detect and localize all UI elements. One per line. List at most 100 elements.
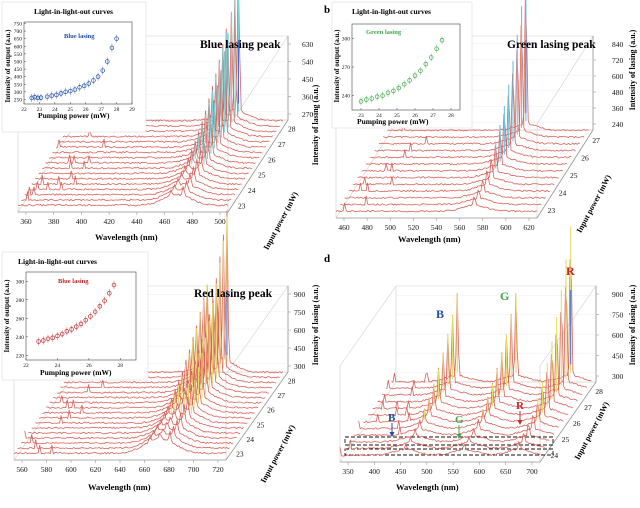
- y-tick-label: 480: [612, 88, 624, 97]
- panel-d-3d-frame: [339, 285, 597, 463]
- panel-b-inset-title: Light-in-light-out curves: [352, 7, 431, 16]
- spectrum-trace: [49, 331, 262, 404]
- panel-c-x-axis-label: Wavelength (nm): [88, 482, 151, 492]
- spectrum-trace: [348, 170, 550, 193]
- peak-label: R: [566, 264, 575, 278]
- panel-b-x-axis-label: Wavelength (nm): [398, 234, 461, 244]
- panel-a-x-ticks: 360 380 400 420 440 460 480 500: [20, 212, 226, 226]
- panel-a-title: Blue lasing peak: [200, 39, 281, 51]
- z-axis-line: [225, 371, 289, 461]
- spectrum-trace: [35, 149, 246, 180]
- y-tick-label: 600: [294, 326, 306, 335]
- spectrum-trace: [60, 278, 273, 389]
- x-tick-label: 400: [76, 217, 88, 226]
- panel-b-inset-plot: 23 24 25 26 27 28 240 270 300: [342, 23, 461, 119]
- x-tick-label: 540: [431, 223, 443, 232]
- x-tick-label: 700: [526, 467, 538, 476]
- z-tick-label: 27: [592, 136, 600, 145]
- spectrum-trace: [56, 297, 269, 394]
- inset-y-tick-label: 450: [14, 67, 23, 73]
- spectrum-trace: [349, 423, 550, 443]
- inset-y-tick-label: 250: [14, 97, 23, 103]
- inset-x-tick-label: 22: [23, 363, 29, 369]
- peak-label: B: [436, 307, 444, 321]
- y-tick-label: 300: [612, 372, 624, 381]
- spectrum-trace: [48, 100, 260, 159]
- panel-c-traces: [13, 210, 284, 455]
- inset-x-tick-label: 27: [430, 113, 436, 119]
- panel-b-z-axis-label: Input power (mW): [575, 173, 613, 234]
- inset-y-tick-label: 280: [16, 298, 25, 304]
- x-tick-label: 560: [16, 465, 28, 474]
- panel-a-y-axis-label: Intensity of lasing (a.u.): [311, 84, 320, 165]
- panel-b-traces: [335, 0, 589, 213]
- x-tick-label: 600: [500, 223, 512, 232]
- spectrum-trace: [370, 95, 572, 159]
- z-tick-label: 27: [278, 140, 286, 149]
- x-tick-label: 600: [65, 465, 77, 474]
- panel-d-traces: [339, 226, 592, 457]
- y-tick-label: 300: [294, 362, 306, 371]
- spectrum-trace: [38, 139, 249, 175]
- z-tick-label: 27: [584, 403, 592, 412]
- panel-d: d B G R B G R 350 400 450 500 550 600 650 700 300 450…: [324, 226, 637, 492]
- panel-b-x-ticks: 460 480 500 520 540 560 580 600 620: [338, 218, 535, 232]
- spectrum-trace: [59, 51, 270, 144]
- panel-c-inset-x-axis-label: Pumping power (mW): [40, 368, 112, 377]
- panel-c-inset-title: Light-in-light-out curves: [18, 257, 97, 266]
- x-tick-label: 400: [369, 467, 381, 476]
- spectrum-trace: [28, 166, 239, 191]
- spectrum-trace: [357, 145, 559, 179]
- x-tick-label: 640: [114, 465, 126, 474]
- inset-x-tick-label: 23: [358, 113, 364, 119]
- inset-x-tick-label: 28: [118, 363, 124, 369]
- x-tick-label: 620: [90, 465, 102, 474]
- z-tick-label: 25: [258, 171, 266, 180]
- x-tick-label: 620: [523, 223, 535, 232]
- x-tick-label: 720: [212, 465, 224, 474]
- x-tick-label: 500: [214, 217, 226, 226]
- x-tick-label: 460: [338, 223, 350, 232]
- spectrum-trace: [63, 256, 277, 384]
- z-axis-line: [536, 129, 594, 219]
- inset-y-tick-label: 260: [16, 316, 25, 322]
- panel-c-z-axis-label: Input power (mW): [259, 423, 297, 484]
- inset-y-tick-label: 300: [342, 36, 351, 42]
- panel-c-y-ticks: 300 450 600 750 900: [288, 290, 306, 371]
- z-tick-label: 25: [570, 171, 578, 180]
- x-tick-label: 650: [500, 467, 512, 476]
- panel-a-z-axis-label: Input power (mW): [262, 190, 300, 251]
- inset-x-tick-label: 25: [394, 113, 400, 119]
- z-tick-label: 26: [573, 419, 581, 428]
- y-tick-label: 360: [612, 104, 624, 113]
- spectrum-trace: [62, 33, 274, 138]
- x-tick-label: 560: [454, 223, 466, 232]
- panel-c-inset-plot: 22 24 26 28 220 240 260 280 300: [16, 271, 137, 369]
- panel-b-letter: b: [324, 4, 330, 16]
- z-tick-label: 26: [267, 406, 275, 415]
- inset-axes-box: [25, 271, 137, 361]
- peak-label: G: [500, 289, 509, 303]
- panel-b-inset-series-label: Green lasing: [366, 29, 402, 36]
- spectrum-trace: [353, 414, 555, 437]
- panel-d-y-ticks: 300 450 600 750 900: [596, 290, 624, 381]
- panel-d-letter: d: [324, 253, 330, 265]
- y-tick-label: 240: [612, 120, 624, 129]
- spectrum-trace: [24, 412, 237, 440]
- threshold-label: R: [516, 400, 525, 412]
- spectrum-trace: [368, 372, 569, 417]
- inset-axes-box: [23, 21, 133, 105]
- inset-y-tick-label: 550: [14, 52, 23, 58]
- inset-y-tick-label: 600: [14, 44, 23, 50]
- panel-d-dashed-boxes: [344, 436, 554, 456]
- z-tick-label: 23: [548, 206, 556, 215]
- panel-b-title: Green lasing peak: [507, 39, 596, 51]
- panel-a-inset-series-label: Blue lasing: [64, 33, 95, 40]
- panel-a-inset-y-axis-label: Intensity of output (a.u.): [4, 29, 12, 103]
- spectrum-trace: [377, 334, 578, 403]
- z-tick-label: 23: [236, 450, 244, 459]
- panel-b: b Green lasing peak 460 480 500 520 540 560 58…: [324, 0, 637, 244]
- dashed-highlight-box: [344, 436, 554, 446]
